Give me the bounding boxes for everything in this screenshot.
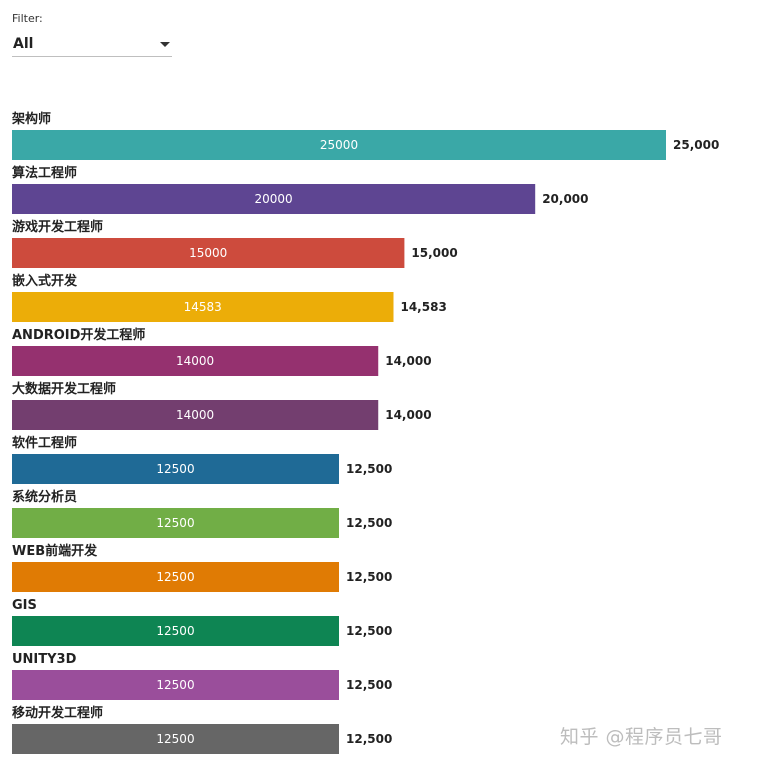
bar-inner-label: 14000 bbox=[176, 354, 214, 368]
bar[interactable] bbox=[12, 562, 339, 592]
bar-value-label: 14,000 bbox=[385, 354, 431, 368]
filter-control: Filter: All bbox=[12, 12, 172, 57]
bar-value-label: 12,500 bbox=[346, 732, 392, 746]
bar-inner-label: 14583 bbox=[184, 300, 222, 314]
bar[interactable] bbox=[12, 670, 339, 700]
bar[interactable] bbox=[12, 400, 379, 430]
bar-inner-label: 20000 bbox=[255, 192, 293, 206]
category-label: 游戏开发工程师 bbox=[12, 219, 103, 235]
bar-inner-label: 12500 bbox=[156, 624, 194, 638]
category-label: 架构师 bbox=[11, 111, 51, 127]
bar-value-label: 12,500 bbox=[346, 678, 392, 692]
bar[interactable] bbox=[12, 184, 536, 214]
bar-value-label: 12,500 bbox=[346, 624, 392, 638]
bar-inner-label: 12500 bbox=[156, 732, 194, 746]
bar-value-label: 14,583 bbox=[400, 300, 446, 314]
bar[interactable] bbox=[12, 454, 339, 484]
bar-inner-label: 12500 bbox=[156, 570, 194, 584]
bar-inner-label: 15000 bbox=[189, 246, 227, 260]
bar-value-label: 12,500 bbox=[346, 570, 392, 584]
bar[interactable] bbox=[12, 508, 339, 538]
category-label: ANDROID开发工程师 bbox=[12, 327, 145, 343]
category-label: 软件工程师 bbox=[12, 435, 77, 451]
bar-inner-label: 12500 bbox=[156, 462, 194, 476]
category-label: UNITY3D bbox=[12, 652, 77, 667]
bar-inner-label: 14000 bbox=[176, 408, 214, 422]
bar-value-label: 25,000 bbox=[673, 138, 719, 152]
chevron-down-icon bbox=[160, 42, 170, 47]
watermark: 知乎 @程序员七哥 bbox=[560, 726, 723, 748]
bar[interactable] bbox=[12, 130, 666, 160]
category-label: 算法工程师 bbox=[12, 165, 77, 181]
bar-value-label: 14,000 bbox=[385, 408, 431, 422]
bar[interactable] bbox=[12, 616, 339, 646]
filter-selected-value: All bbox=[13, 36, 34, 52]
bar-inner-label: 12500 bbox=[156, 516, 194, 530]
bar-value-label: 20,000 bbox=[542, 192, 588, 206]
bar[interactable] bbox=[12, 238, 405, 268]
category-label: 系统分析员 bbox=[12, 489, 77, 505]
category-label: 大数据开发工程师 bbox=[12, 381, 116, 397]
filter-dropdown[interactable]: All bbox=[12, 32, 172, 57]
category-label: 嵌入式开发 bbox=[12, 273, 78, 289]
bar-inner-label: 12500 bbox=[156, 678, 194, 692]
bar[interactable] bbox=[12, 292, 394, 322]
filter-label: Filter: bbox=[12, 12, 43, 25]
category-label: GIS bbox=[12, 598, 37, 613]
bar-value-label: 12,500 bbox=[346, 516, 392, 530]
bar-value-label: 12,500 bbox=[346, 462, 392, 476]
bar[interactable] bbox=[12, 346, 379, 376]
category-label: 移动开发工程师 bbox=[12, 705, 103, 721]
bar-value-label: 15,000 bbox=[411, 246, 457, 260]
bar[interactable] bbox=[12, 724, 339, 754]
bar-inner-label: 25000 bbox=[320, 138, 358, 152]
category-label: WEB前端开发 bbox=[12, 543, 98, 559]
